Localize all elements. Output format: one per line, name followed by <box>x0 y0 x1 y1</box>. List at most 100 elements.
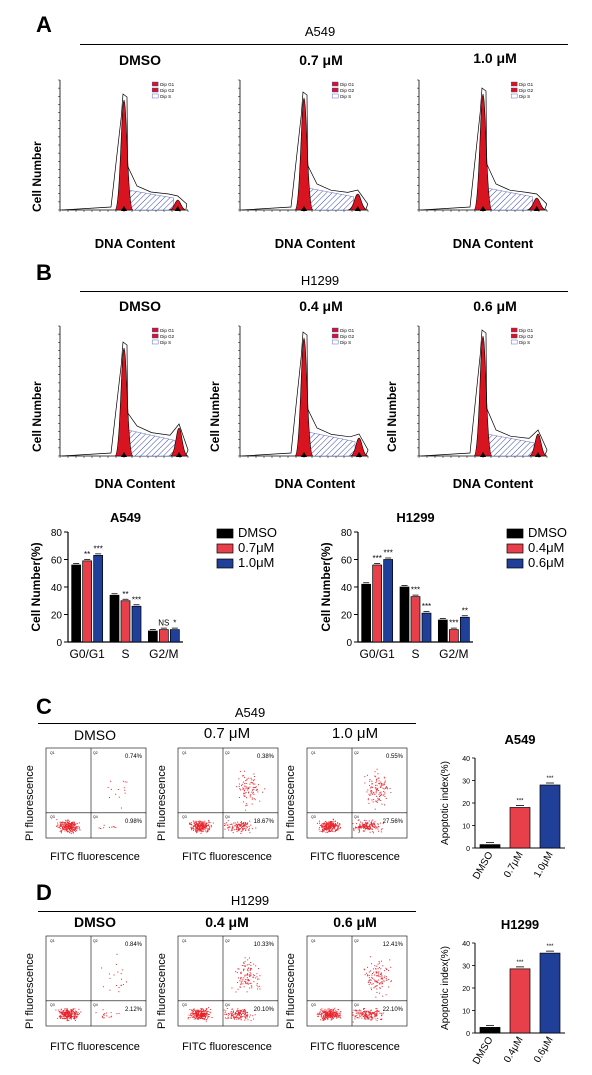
panel-b-title: H1299 <box>300 273 340 288</box>
panel-a-hist-3-legend-label-2: Dip G2 <box>519 88 534 93</box>
panel-b-hist-1-legend-label-2: Dip G2 <box>160 334 175 339</box>
panel-b-xlabel-3: DNA Content <box>452 476 534 491</box>
panel-c-ylabel-2: PI fluorescence <box>156 765 168 841</box>
apoptosis-a549-bar-1.0μM <box>539 784 561 849</box>
panel-a-hist-2-legend-label-1: Dip G1 <box>340 82 355 87</box>
panel-b-hist-3-legend-label-3: Dip S <box>519 340 530 345</box>
panel-b-hist-1-legend-label-1: Dip G1 <box>160 328 175 333</box>
panel-c-flow-3-upper-right-pct: 0.55% <box>386 754 404 760</box>
panel-d-flow-1-q2-label: Q2 <box>93 939 98 943</box>
panel-c-flow-2-q1-label: Q1 <box>182 751 187 755</box>
panel-c-flow-1-q1-label: Q1 <box>50 751 55 755</box>
panel-b-divider <box>80 291 568 292</box>
panel-b-hist-3-marker-2 <box>535 452 542 457</box>
apoptosis-h1299-ytick-label-30: 30 <box>462 964 470 971</box>
panel-c-xlabel-2: FITC fluorescence <box>182 851 272 863</box>
cell-cycle-h1299-category-1: G0/G1 <box>359 647 395 661</box>
panel-d-flow-1-lower-right-pct: 2.12% <box>125 1007 143 1013</box>
panel-a-hist-2-legend-swatch-3 <box>331 93 339 99</box>
apoptosis-a549-bar-0.7μM <box>509 807 531 849</box>
panel-b-hist-1-legend-swatch-2 <box>151 333 159 339</box>
panel-c-cond-1: DMSO <box>74 727 116 743</box>
cell-cycle-a549-bar-1.0μM-S <box>131 605 142 643</box>
panel-a-xlabel-2: DNA Content <box>274 236 356 251</box>
panel-d-flow-1-q3-label: Q3 <box>50 1003 55 1007</box>
cell-cycle-a549-bar-1.0μM-G2/M <box>169 629 180 643</box>
panel-c-cond-2: 0.7 μM <box>203 725 251 742</box>
panel-c-flow-1-q4-label: Q4 <box>93 815 98 819</box>
apoptotic-index-chart-h1299: H1299 Apoptotic index(%) 0 10 20 30 40 DMSO *** 0… <box>440 917 565 1066</box>
cell-cycle-h1299-category-3: G2/M <box>439 647 468 661</box>
panel-d-flow-1-dots <box>55 953 127 1022</box>
panel-d-flow-3-q4-label: Q4 <box>354 1003 359 1007</box>
panel-d-flow-3-q3-label: Q3 <box>311 1003 316 1007</box>
panel-a-hist-1-legend-swatch-2 <box>151 87 159 93</box>
panel-d-title: H1299 <box>230 893 270 908</box>
panel-d-xlabel-3: FITC fluorescence <box>310 1041 400 1053</box>
panel-a-ylabel: Cell Number <box>30 141 44 212</box>
panel-b-hist-2-envelope <box>241 331 369 457</box>
panel-d-cond-1: DMSO <box>74 914 116 930</box>
panel-a-hist-1-legend-swatch-3 <box>151 93 159 99</box>
panel-b-hist-2-g2-peak <box>349 437 369 457</box>
cell-cycle-a549-legend-label-1: DMSO <box>238 525 277 540</box>
panel-c-xlabel-1: FITC fluorescence <box>50 851 140 863</box>
panel-c-flow-1-lower-right-pct: 0.98% <box>125 819 143 825</box>
apoptosis-h1299-ytick-label-20: 20 <box>462 986 470 993</box>
panel-d-flow-2-upper-right-pct: 10.33% <box>254 942 275 948</box>
panel-b-hist-3-marker-1 <box>480 452 486 457</box>
cell-cycle-h1299-legend-label-3: 0.6μM <box>528 555 564 570</box>
panel-d-ylabel-2: PI fluorescence <box>156 953 168 1029</box>
cell-cycle-h1299-sig-0.4μM-S: *** <box>411 586 420 595</box>
cell-cycle-h1299-ytick-label-40: 40 <box>341 583 353 594</box>
apoptosis-h1299-bar-0.4μM <box>509 968 531 1034</box>
panel-a-hist-2-envelope <box>241 91 369 211</box>
apoptosis-a549-category-3: 1.0μM <box>532 850 556 880</box>
apoptosis-h1299-ytick-label-0: 0 <box>466 1031 470 1038</box>
panel-b-hist-1-s-phase <box>127 429 176 457</box>
panel-d-cond-3: 0.6 μM <box>333 914 377 930</box>
panel-a-hist-3-g1-peak <box>473 93 493 211</box>
apoptosis-h1299-category-2: 0.4μM <box>502 1035 526 1065</box>
panel-c-flow-plot-3: 0.55% 27.56% Q1 Q2 Q3 Q4 <box>306 747 408 839</box>
apoptosis-h1299-category-3: 0.6μM <box>532 1035 556 1065</box>
panel-a-hist-1-g1-peak <box>114 99 134 211</box>
panel-a-hist-3-legend-swatch-1 <box>510 81 518 87</box>
panel-b-hist-2-legend-label-2: Dip G2 <box>340 334 355 339</box>
cell-cycle-h1299-bar-0.6μM-G0/G1 <box>383 559 394 643</box>
apoptosis-a549-ytick-label-30: 30 <box>462 779 470 786</box>
apoptosis-a549-sig-0.7μM: *** <box>516 799 524 805</box>
cell-cycle-h1299-legend-swatch-2 <box>506 543 524 554</box>
panel-a-hist-1-s-phase <box>127 189 174 211</box>
cell-cycle-a549-legend-swatch-3 <box>216 558 234 569</box>
cell-cycle-h1299-legend-label-2: 0.4μM <box>528 540 564 555</box>
panel-a-hist-2-legend-label-3: Dip S <box>340 94 351 99</box>
panel-d-flow-plot-2: 10.33% 20.10% Q1 Q2 Q3 Q4 <box>177 935 279 1027</box>
panel-c-flow-plot-1: 0.74% 0.98% Q1 Q2 Q3 Q4 <box>45 747 147 839</box>
panel-a-hist-1-legend-swatch-1 <box>151 81 159 87</box>
cell-cycle-a549-bar-0.7μM-G2/M <box>158 629 169 643</box>
panel-b-hist-3-s-phase <box>486 433 535 457</box>
panel-b-hist-1-marker-1 <box>121 452 127 457</box>
panel-a-xlabel-1: DNA Content <box>94 236 176 251</box>
panel-b-cond-1: DMSO <box>119 298 161 314</box>
panel-c-xlabel-3: FITC fluorescence <box>310 851 400 863</box>
panel-d-flow-plot-3: 12.41% 22.10% Q1 Q2 Q3 Q4 <box>306 935 408 1027</box>
apoptosis-h1299-sig-0.4μM: *** <box>516 960 524 966</box>
apoptosis-h1299-ytick-label-40: 40 <box>462 941 470 948</box>
panel-a-hist-2-s-phase <box>307 187 354 211</box>
apoptosis-a549-bar-DMSO <box>479 844 501 849</box>
panel-b-hist-2-legend-label-3: Dip S <box>340 340 351 345</box>
cell-cycle-h1299-legend-swatch-1 <box>506 528 524 539</box>
panel-a-hist-2-legend-swatch-1 <box>331 81 339 87</box>
panel-b-ylabel-2: Cell Number <box>208 381 222 452</box>
cell-cycle-h1299-ytick-label-60: 60 <box>341 556 353 567</box>
panel-d-flow-1-upper-right-pct: 0.84% <box>125 942 143 948</box>
panel-c-flow-1-q2-label: Q2 <box>93 751 98 755</box>
panel-c-flow-1-q3-label: Q3 <box>50 815 55 819</box>
panel-b-cond-3: 0.6 μM <box>473 298 517 314</box>
panel-a-title: A549 <box>304 24 336 39</box>
